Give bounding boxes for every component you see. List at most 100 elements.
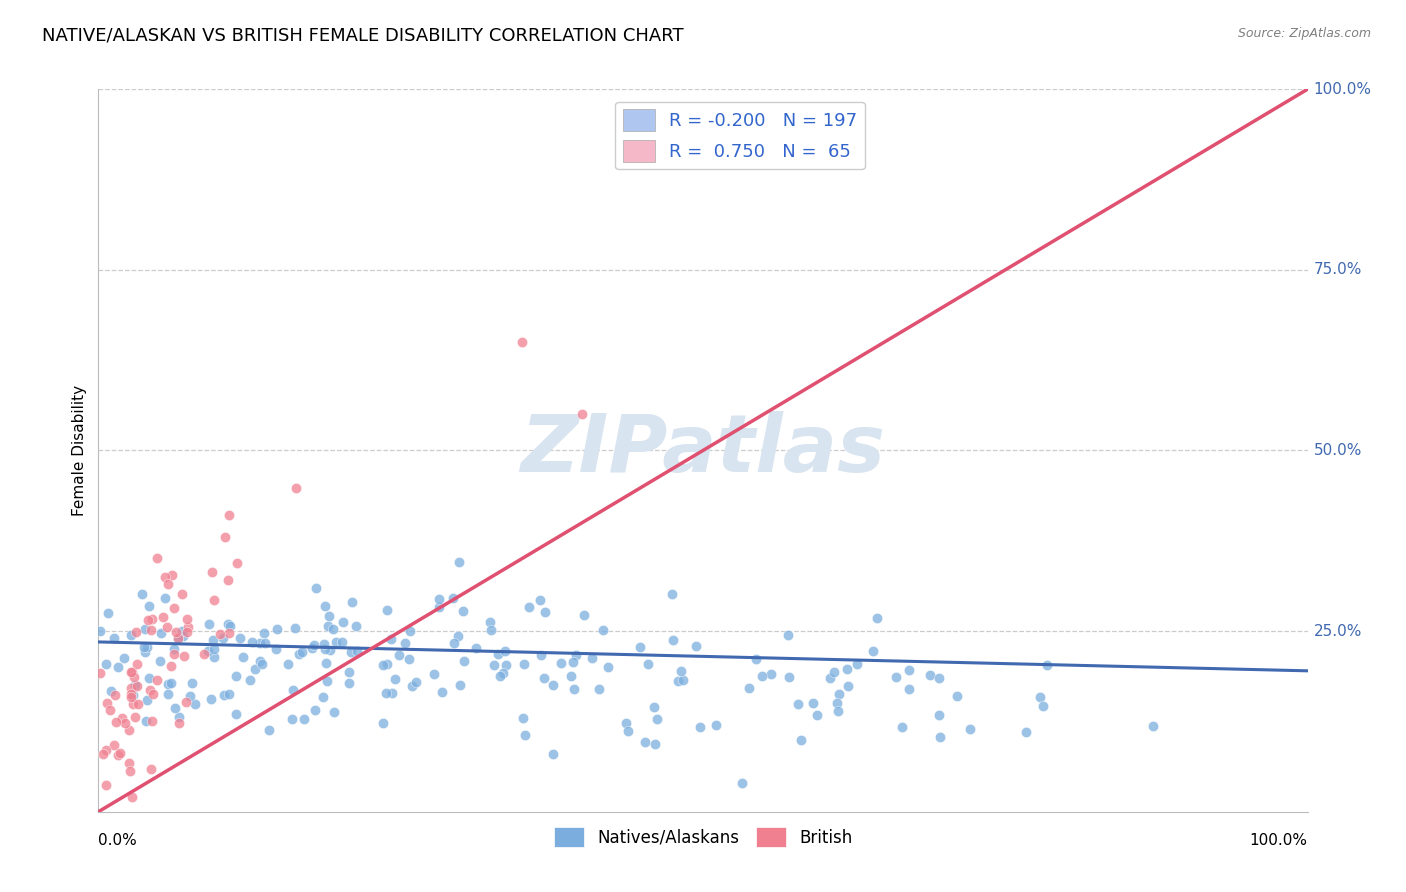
Point	[432, 685, 454, 699]
Point	[318, 643, 340, 657]
Point	[264, 641, 287, 656]
Point	[689, 720, 711, 734]
Point	[443, 636, 465, 650]
Point	[322, 705, 344, 719]
Point	[398, 652, 420, 666]
Point	[346, 644, 368, 658]
Point	[202, 642, 225, 657]
Point	[479, 623, 502, 637]
Point	[835, 662, 858, 676]
Point	[581, 651, 603, 665]
Point	[828, 687, 851, 701]
Point	[628, 640, 651, 654]
Point	[97, 606, 120, 620]
Point	[332, 635, 354, 649]
Point	[89, 665, 111, 680]
Point	[166, 632, 188, 647]
Point	[162, 568, 184, 582]
Point	[202, 632, 225, 647]
Point	[219, 619, 242, 633]
Point	[340, 645, 363, 659]
Point	[122, 697, 145, 711]
Point	[125, 624, 148, 639]
Point	[884, 670, 907, 684]
Point	[862, 644, 884, 658]
Point	[342, 595, 364, 609]
Point	[495, 658, 517, 673]
Point	[449, 556, 471, 570]
Point	[617, 724, 640, 739]
Point	[316, 673, 339, 688]
Point	[152, 609, 174, 624]
Point	[176, 612, 198, 626]
Point	[494, 644, 516, 658]
Point	[132, 640, 155, 655]
Point	[316, 619, 339, 633]
Point	[790, 733, 813, 747]
Point	[170, 587, 193, 601]
Point	[312, 690, 335, 705]
Point	[197, 644, 219, 658]
Point	[344, 619, 367, 633]
Point	[565, 648, 588, 662]
Text: 25.0%: 25.0%	[1313, 624, 1362, 639]
Point	[120, 681, 142, 695]
Point	[142, 687, 165, 701]
Point	[141, 612, 163, 626]
Point	[156, 620, 179, 634]
Point	[959, 722, 981, 736]
Point	[218, 626, 240, 640]
Point	[217, 617, 239, 632]
Point	[371, 658, 394, 673]
Point	[218, 508, 240, 523]
Text: NATIVE/ALASKAN VS BRITISH FEMALE DISABILITY CORRELATION CHART: NATIVE/ALASKAN VS BRITISH FEMALE DISABIL…	[42, 27, 683, 45]
Point	[541, 678, 564, 692]
Point	[898, 663, 921, 677]
Point	[131, 587, 153, 601]
Point	[662, 632, 685, 647]
Point	[112, 651, 135, 665]
Point	[314, 599, 336, 614]
Point	[1032, 699, 1054, 714]
Point	[512, 711, 534, 725]
Point	[668, 674, 690, 689]
Point	[253, 625, 276, 640]
Point	[149, 626, 172, 640]
Point	[243, 662, 266, 676]
Point	[240, 635, 263, 649]
Text: 0.0%: 0.0%	[98, 833, 138, 848]
Point	[530, 648, 553, 662]
Point	[291, 645, 314, 659]
Text: 100.0%: 100.0%	[1250, 833, 1308, 848]
Point	[302, 639, 325, 653]
Point	[661, 587, 683, 601]
Point	[162, 601, 184, 615]
Point	[301, 640, 323, 655]
Point	[489, 669, 512, 683]
Point	[1036, 657, 1059, 672]
Point	[305, 581, 328, 595]
Text: Source: ZipAtlas.com: Source: ZipAtlas.com	[1237, 27, 1371, 40]
Point	[384, 672, 406, 686]
Point	[614, 716, 637, 731]
Point	[120, 665, 142, 679]
Point	[167, 716, 190, 731]
Point	[103, 739, 125, 753]
Point	[787, 697, 810, 711]
Point	[121, 790, 143, 805]
Point	[550, 656, 572, 670]
Point	[451, 604, 474, 618]
Point	[139, 683, 162, 698]
Point	[394, 636, 416, 650]
Point	[165, 625, 187, 640]
Point	[598, 660, 620, 674]
Point	[214, 688, 236, 702]
Point	[731, 776, 754, 790]
Point	[866, 610, 889, 624]
Point	[284, 622, 307, 636]
Point	[281, 713, 304, 727]
Point	[337, 665, 360, 680]
Point	[136, 640, 159, 654]
Point	[533, 671, 555, 685]
Point	[738, 681, 761, 695]
